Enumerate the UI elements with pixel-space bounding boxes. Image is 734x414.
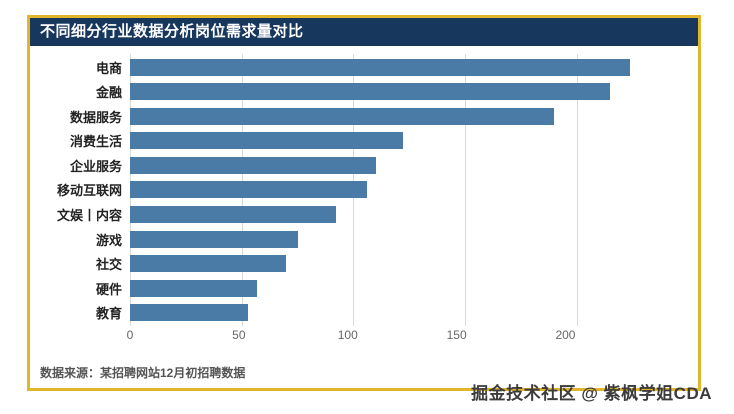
bar-track: [130, 83, 684, 101]
bar-track: [130, 304, 684, 322]
bar-row: 电商: [34, 56, 684, 78]
bar: [130, 83, 611, 101]
category-label: 移动互联网: [56, 183, 122, 199]
x-tick-label: 0: [126, 328, 134, 342]
category-label: 硬件: [95, 281, 122, 297]
chart-title: 不同细分行业数据分析岗位需求量对比: [30, 18, 698, 46]
x-tick-label: 150: [446, 328, 467, 342]
bar-track: [130, 58, 684, 76]
bar-row: 硬件: [34, 277, 684, 299]
bar-row: 消费生活: [34, 130, 684, 152]
bar: [130, 58, 631, 76]
bar-row: 文娱丨内容: [34, 204, 684, 226]
category-label: 企业服务: [69, 158, 122, 174]
bar-row: 教育: [34, 302, 684, 324]
bar-track: [130, 156, 684, 174]
bar-track: [130, 132, 684, 150]
category-label: 金融: [95, 85, 122, 101]
x-tick-label: 100: [337, 328, 358, 342]
x-axis-ticks: 0 50 100 150 200: [126, 326, 670, 344]
data-source-note: 数据来源：某招聘网站12月初招聘数据: [40, 366, 246, 380]
bar: [130, 107, 555, 125]
bar: [130, 181, 367, 199]
category-label: 游戏: [95, 232, 122, 248]
watermark-text: 掘金技术社区 @ 紫枫学姐CDA: [471, 384, 712, 403]
bar-rows: 电商金融数据服务消费生活企业服务移动互联网文娱丨内容游戏社交硬件教育: [34, 54, 684, 326]
category-label: 社交: [95, 257, 122, 273]
bar: [130, 255, 287, 273]
chart-card: 不同细分行业数据分析岗位需求量对比 电商金融数据服务消费生活企业服务移动互联网文…: [27, 15, 701, 391]
category-label: 消费生活: [69, 134, 122, 150]
gridline: [465, 54, 467, 326]
bar: [130, 279, 258, 297]
chart-body: 电商金融数据服务消费生活企业服务移动互联网文娱丨内容游戏社交硬件教育 0 50 10…: [30, 46, 698, 362]
plot-area: 电商金融数据服务消费生活企业服务移动互联网文娱丨内容游戏社交硬件教育: [34, 54, 684, 326]
bar-track: [130, 206, 684, 224]
category-label: 数据服务: [69, 109, 122, 125]
bar-track: [130, 181, 684, 199]
bar-row: 金融: [34, 81, 684, 103]
bar-row: 数据服务: [34, 105, 684, 127]
bar-row: 社交: [34, 253, 684, 275]
category-label: 电商: [95, 60, 122, 76]
gridline: [576, 54, 578, 326]
bar: [130, 206, 336, 224]
x-tick-label: 50: [232, 328, 246, 342]
bar-track: [130, 230, 684, 248]
bar-track: [130, 279, 684, 297]
bar-track: [130, 255, 684, 273]
bar-track: [130, 107, 684, 125]
category-label: 教育: [95, 306, 122, 322]
bar-row: 游戏: [34, 228, 684, 250]
bar: [130, 230, 298, 248]
category-label: 文娱丨内容: [56, 208, 122, 224]
bar: [130, 132, 403, 150]
bar-row: 企业服务: [34, 154, 684, 176]
bar-row: 移动互联网: [34, 179, 684, 201]
x-tick-label: 200: [555, 328, 576, 342]
bar: [130, 156, 376, 174]
bar: [130, 304, 249, 322]
